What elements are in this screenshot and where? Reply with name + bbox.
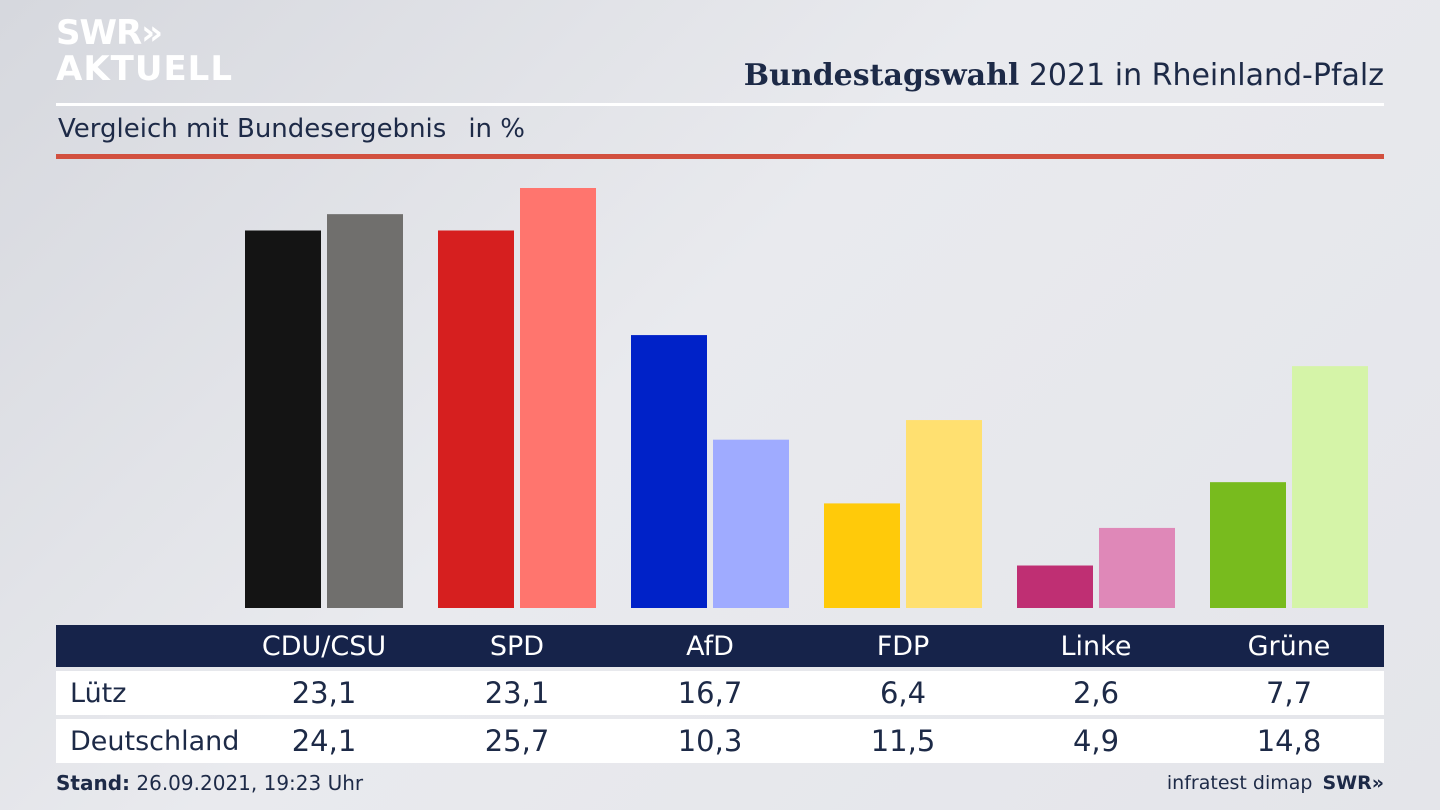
column-header: SPD [489,630,545,662]
bar-fdp-deutschland [906,420,982,608]
bar-spd-luetz [438,230,514,608]
stand-label: Stand: [56,771,131,795]
value-cell: 2,6 [1072,676,1120,710]
bar-afd-luetz [631,335,707,608]
value-cell: 24,1 [291,724,357,758]
table-row: Lütz 23,1 23,1 16,7 6,4 2,6 7,7 [56,671,1384,715]
logo-line-2: AKTUELL [56,49,234,89]
column-header: CDU/CSU [261,630,387,662]
row-label: Deutschland [70,725,240,757]
swr-aktuell-logo: SWR» AKTUELL [56,16,233,86]
bar-linke-luetz [1017,565,1093,608]
column-header: AfD [686,630,734,662]
value-cell: 23,1 [291,676,357,710]
subtitle-text: Vergleich mit Bundesergebnis [58,114,447,144]
bar-cdu-csu-deutschland [327,214,403,608]
bar-afd-deutschland [713,439,789,608]
title-rest: 2021 in Rheinland-Pfalz [1028,58,1384,93]
value-cell: 4,9 [1072,724,1120,758]
value-cell: 6,4 [879,676,927,710]
bar-grüne-luetz [1210,482,1286,608]
accent-divider [56,154,1384,159]
value-cell: 16,7 [677,676,743,710]
value-cell: 23,1 [484,676,550,710]
stand-value: 26.09.2021, 19:23 Uhr [136,771,364,795]
value-cell: 11,5 [870,724,936,758]
unit-label: in % [468,114,525,144]
source-label: infratest dimap [1166,772,1313,794]
table-header-row: CDU/CSU SPD AfD FDP Linke Grüne [56,625,1384,667]
column-header: Linke [1060,630,1132,662]
column-header: Grüne [1247,630,1331,662]
logo-line-1: SWR» [56,13,163,53]
page-title: Bundestagswahl 2021 in Rheinland-Pfalz [744,58,1384,93]
row-label: Lütz [70,677,127,709]
chart-subtitle: Vergleich mit Bundesergebnis in % [58,114,525,144]
bar-spd-deutschland [520,188,596,608]
footer-swr-logo: SWR» [1322,772,1384,794]
value-cell: 14,8 [1256,724,1322,758]
timestamp: Stand: 26.09.2021, 19:23 Uhr [56,771,363,795]
header-divider [56,103,1384,106]
results-table: CDU/CSU SPD AfD FDP Linke Grüne Lütz 23,1 23,1… [56,625,1384,763]
bar-fdp-luetz [824,503,900,608]
source-credit: infratest dimap SWR» [1167,772,1384,794]
column-header: FDP [876,630,930,662]
value-cell: 7,7 [1265,676,1313,710]
title-bold: Bundestagswahl [743,58,1020,93]
value-cell: 25,7 [484,724,550,758]
bar-cdu-csu-luetz [245,230,321,608]
bar-linke-deutschland [1099,527,1175,608]
bar-grüne-deutschland [1292,366,1368,608]
value-cell: 10,3 [677,724,743,758]
table-row: Deutschland 24,1 25,7 10,3 11,5 4,9 14,8 [56,719,1384,763]
